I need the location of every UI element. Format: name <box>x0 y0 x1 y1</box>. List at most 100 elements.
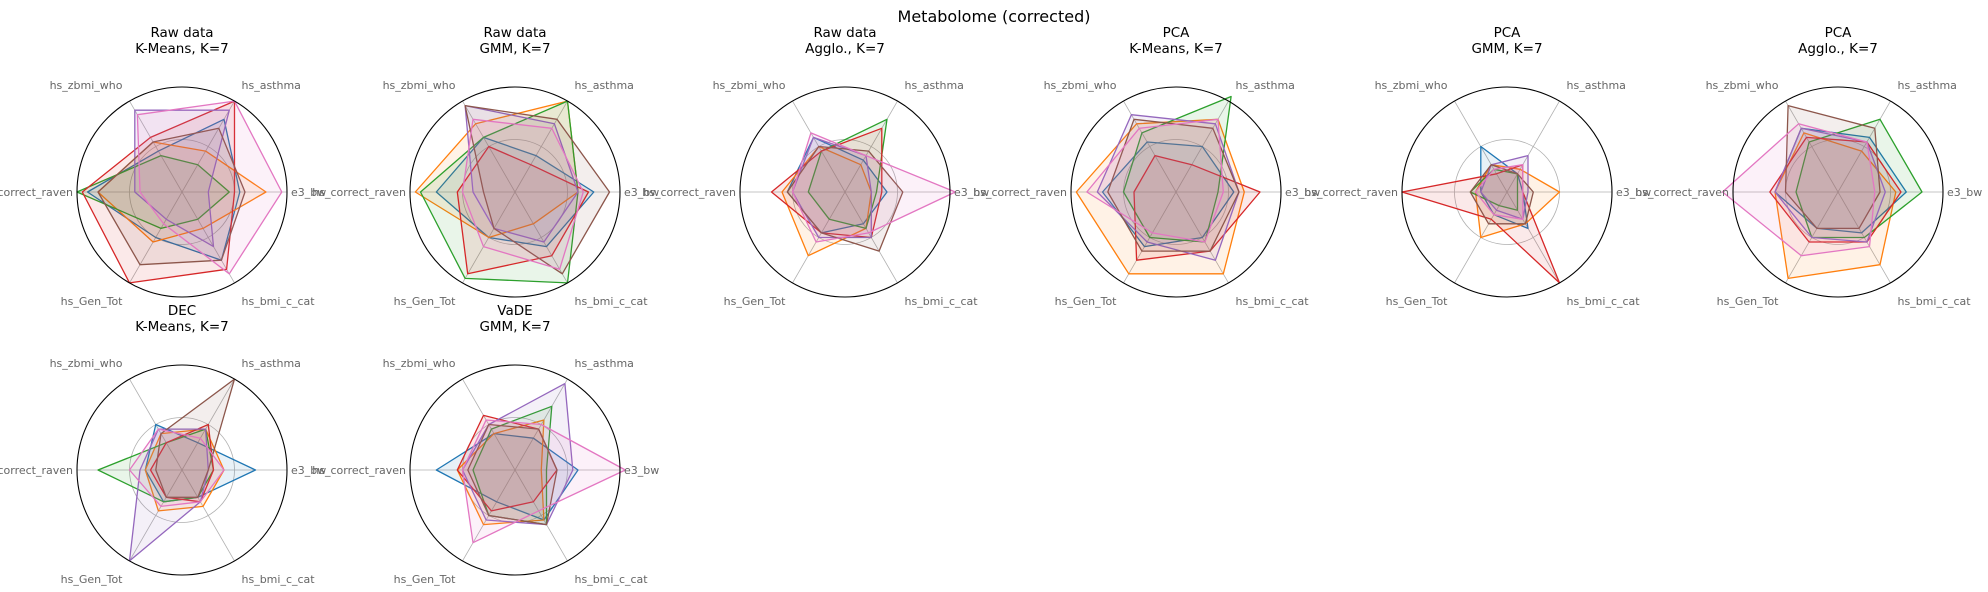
panel-title: GMM, K=7 <box>479 319 550 335</box>
radar-panel-1: e3_bw hs_asthma hs_zbmi_who hs_correct_rave… <box>0 25 326 308</box>
radar-panel-8: e3_bw hs_asthma hs_zbmi_who hs_correct_rave… <box>312 303 659 586</box>
axis-label: hs_Gen_Tot <box>1717 295 1780 308</box>
polar-frame <box>76 86 288 298</box>
axis-label: e3_bw <box>624 464 659 477</box>
axis-label: hs_Gen_Tot <box>724 295 787 308</box>
series-polygon-7 <box>461 419 626 544</box>
panel-title: GMM, K=7 <box>1471 41 1542 57</box>
axis-spoke <box>1506 100 1560 193</box>
axis-label: hs_correct_raven <box>1635 186 1729 199</box>
radar-panel-4: e3_bw hs_asthma hs_zbmi_who hs_correct_rave… <box>973 25 1320 308</box>
polar-frame <box>409 364 621 576</box>
panel-title: VaDE <box>497 303 532 319</box>
panel-title: K-Means, K=7 <box>135 41 228 57</box>
series-polygon-7 <box>1086 118 1224 243</box>
axis-label: hs_asthma <box>242 357 301 370</box>
panel-title: PCA <box>1825 25 1853 41</box>
panel-title: K-Means, K=7 <box>135 319 228 335</box>
axis-label: hs_correct_raven <box>642 186 736 199</box>
series-polygon-6 <box>786 145 904 252</box>
axis-label: hs_Gen_Tot <box>1386 295 1449 308</box>
panel-title: Agglo., K=7 <box>805 41 885 57</box>
polar-frame <box>739 86 951 298</box>
axis-label: e3_bw <box>1285 186 1320 199</box>
axis-label: e3_bw <box>291 186 326 199</box>
axis-label: hs_zbmi_who <box>383 79 456 92</box>
axis-spoke <box>514 469 568 562</box>
axis-label: hs_zbmi_who <box>1044 79 1117 92</box>
axis-spoke <box>1837 100 1891 193</box>
axis-label: hs_correct_raven <box>312 464 406 477</box>
axis-label: hs_asthma <box>1567 79 1626 92</box>
axis-label: hs_zbmi_who <box>1375 79 1448 92</box>
series-polygon-4 <box>456 145 590 275</box>
axis-label: e3_bw <box>1947 186 1982 199</box>
axis-spoke <box>514 100 568 193</box>
panel-title: K-Means, K=7 <box>1129 41 1222 57</box>
series-polygon-7 <box>128 428 225 508</box>
panel-title: Agglo., K=7 <box>1798 41 1878 57</box>
axis-label: hs_asthma <box>575 357 634 370</box>
panel-title: PCA <box>1494 25 1522 41</box>
axis-label: hs_bmi_c_cat <box>575 295 649 308</box>
series-polygon-6 <box>97 127 246 266</box>
figure-title: Metabolome (corrected) <box>898 7 1091 26</box>
axis-label: hs_Gen_Tot <box>61 295 124 308</box>
axis-label: hs_asthma <box>1898 79 1957 92</box>
panel-title: PCA <box>1163 25 1191 41</box>
series-polygon-6 <box>467 423 558 526</box>
axis-label: hs_zbmi_who <box>713 79 786 92</box>
radar-panel-7: e3_bw hs_asthma hs_zbmi_who hs_correct_rave… <box>0 303 326 586</box>
series-polygon-5 <box>464 104 579 243</box>
axis-spoke <box>1785 100 1839 193</box>
axis-label: e3_bw <box>954 186 989 199</box>
radar-panel-6: e3_bw hs_asthma hs_zbmi_who hs_correct_rave… <box>1635 25 1982 308</box>
polar-frame <box>409 86 621 298</box>
axis-label: hs_Gen_Tot <box>1055 295 1118 308</box>
panel-title: Raw data <box>483 25 546 41</box>
axis-spoke <box>129 100 183 193</box>
polar-frame <box>76 364 288 576</box>
axis-spoke <box>1123 100 1177 193</box>
axis-label: hs_asthma <box>1236 79 1295 92</box>
axis-label: hs_correct_raven <box>0 464 73 477</box>
polar-frame <box>1401 86 1613 298</box>
series-polygon-6 <box>1107 118 1240 252</box>
axis-label: hs_Gen_Tot <box>61 573 124 586</box>
axis-label: hs_asthma <box>575 79 634 92</box>
series-polygon-7 <box>1474 164 1524 220</box>
axis-label: hs_bmi_c_cat <box>1567 295 1641 308</box>
series-polygon-7 <box>461 118 584 270</box>
axis-spoke <box>129 469 183 562</box>
panel-title: DEC <box>168 303 196 319</box>
axis-label: hs_asthma <box>242 79 301 92</box>
panel-title: GMM, K=7 <box>479 41 550 57</box>
radar-panel-5: e3_bw hs_asthma hs_zbmi_who hs_correct_rave… <box>1304 25 1651 308</box>
axis-label: hs_zbmi_who <box>1706 79 1779 92</box>
radar-panel-3: e3_bw hs_asthma hs_zbmi_who hs_correct_rave… <box>642 25 989 308</box>
axis-label: hs_bmi_c_cat <box>1898 295 1972 308</box>
axis-label: hs_bmi_c_cat <box>242 573 316 586</box>
axis-label: hs_bmi_c_cat <box>905 295 979 308</box>
axis-label: hs_correct_raven <box>0 186 73 199</box>
axis-label: hs_asthma <box>905 79 964 92</box>
axis-spoke <box>1506 191 1560 284</box>
axis-label: hs_bmi_c_cat <box>242 295 316 308</box>
axis-label: e3_bw <box>624 186 659 199</box>
axis-label: hs_zbmi_who <box>50 79 123 92</box>
axis-label: e3_bw <box>1616 186 1651 199</box>
series-polygon-7 <box>1721 123 1876 257</box>
axis-spoke <box>181 191 235 284</box>
panel-title: Raw data <box>813 25 876 41</box>
series-polygon-3 <box>807 118 888 230</box>
axis-spoke <box>181 469 235 562</box>
axis-label: hs_bmi_c_cat <box>1236 295 1310 308</box>
axis-label: hs_correct_raven <box>973 186 1067 199</box>
panel-title: Raw data <box>150 25 213 41</box>
polar-frame <box>1070 86 1282 298</box>
axis-label: hs_Gen_Tot <box>394 295 457 308</box>
axis-label: hs_zbmi_who <box>383 357 456 370</box>
axis-spoke <box>844 100 898 193</box>
axis-spoke <box>514 191 568 284</box>
axis-label: hs_zbmi_who <box>50 357 123 370</box>
